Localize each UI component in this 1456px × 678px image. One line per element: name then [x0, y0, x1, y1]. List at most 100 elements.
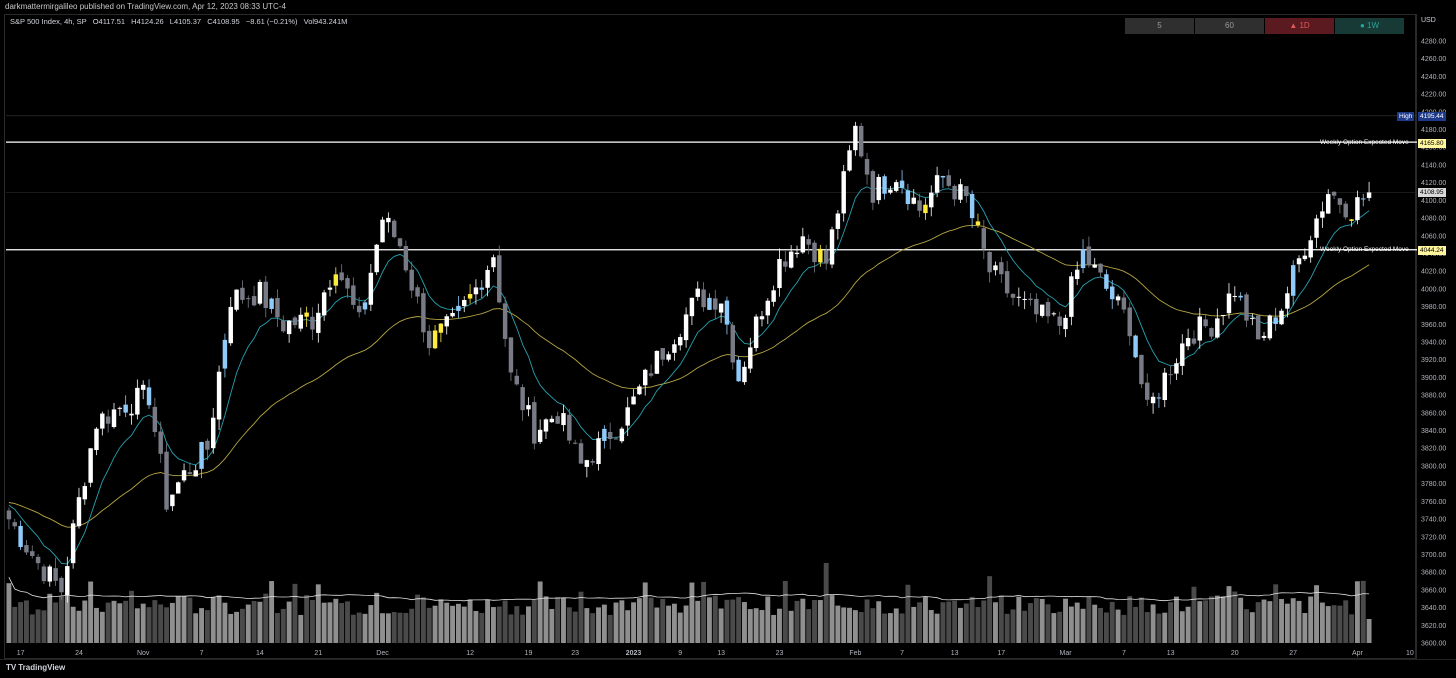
- candle-body: [415, 287, 420, 297]
- candle-body: [345, 278, 350, 289]
- volume-bar: [1144, 612, 1150, 643]
- legend-symbol: S&P 500 Index, 4h, SP: [10, 17, 87, 26]
- volume-bar: [123, 600, 129, 643]
- volume-bar: [1238, 597, 1244, 643]
- candle-body: [1115, 296, 1121, 301]
- volume-bar: [368, 605, 374, 643]
- candle-body: [1238, 295, 1243, 298]
- volume-bar: [531, 599, 537, 643]
- price-axis[interactable]: [1416, 14, 1456, 659]
- candle-body: [864, 159, 870, 175]
- volume-bar: [18, 602, 24, 643]
- volume-bar: [1261, 599, 1267, 643]
- volume-bar: [981, 600, 987, 643]
- volume-bar: [969, 596, 975, 643]
- candle-body: [1051, 313, 1057, 315]
- volume-bar: [1255, 602, 1261, 643]
- volume-bar: [222, 602, 228, 643]
- candle-body: [590, 461, 595, 463]
- volume-bar: [181, 596, 187, 643]
- volume-bar: [1074, 602, 1080, 643]
- volume-bar: [671, 603, 677, 643]
- timeframe-button-2[interactable]: ▲ 1D: [1265, 18, 1334, 34]
- candle-body: [526, 405, 531, 410]
- x-tick-label: 19: [525, 650, 533, 657]
- candle-body: [1074, 269, 1080, 280]
- x-tick-label: Feb: [849, 650, 861, 657]
- volume-bar: [631, 602, 636, 643]
- candle-body: [835, 213, 841, 229]
- candle-body: [1104, 274, 1109, 289]
- candle-body: [678, 337, 683, 346]
- y-tick-label: 3620.00: [1421, 623, 1446, 630]
- candle-body: [1203, 319, 1208, 327]
- y-tick-label: 4080.00: [1421, 216, 1446, 223]
- candle-body: [1121, 297, 1127, 310]
- candle-body: [818, 248, 823, 263]
- candle-body: [1226, 293, 1232, 314]
- candle-body: [82, 486, 88, 500]
- timeframe-button-1[interactable]: 60: [1195, 18, 1264, 34]
- candle-body: [205, 440, 210, 450]
- timeframe-button-0[interactable]: 5: [1125, 18, 1194, 34]
- volume-bar: [53, 602, 59, 643]
- candle-body: [584, 460, 590, 467]
- volume-bar: [1249, 612, 1255, 643]
- volume-bar: [70, 606, 76, 643]
- volume-bar: [158, 604, 164, 643]
- candle-body: [234, 289, 239, 310]
- x-tick-label: 7: [900, 650, 904, 657]
- candle-body: [637, 386, 642, 395]
- candle-body: [462, 300, 467, 307]
- y-tick-label: 4220.00: [1421, 92, 1446, 99]
- volume-bar: [940, 602, 946, 643]
- chart-pane[interactable]: [4, 14, 1416, 659]
- candle-body: [981, 228, 987, 249]
- candle-body: [316, 312, 321, 333]
- candle-body: [421, 293, 426, 333]
- candle-body: [829, 229, 835, 265]
- volume-bar: [362, 613, 368, 643]
- volume-bar: [724, 599, 730, 643]
- volume-bar: [204, 610, 210, 643]
- y-tick-label: 4020.00: [1421, 269, 1446, 276]
- candle-body: [228, 306, 233, 344]
- volume-bar: [514, 606, 520, 643]
- volume-bar: [928, 610, 934, 643]
- volume-bar: [706, 597, 712, 643]
- volume-bar: [1092, 604, 1098, 643]
- volume-bar: [747, 609, 753, 643]
- volume-bar: [788, 610, 794, 643]
- timeframe-button-3[interactable]: ● 1W: [1335, 18, 1404, 34]
- volume-bar: [1203, 600, 1209, 643]
- candle-body: [123, 404, 128, 413]
- volume-bar: [321, 602, 327, 643]
- volume-bar: [339, 603, 345, 643]
- lower-expected-move-label: Weekly Option Expected Move: [1320, 246, 1409, 253]
- volume-bar: [263, 593, 269, 643]
- volume-bar: [111, 600, 117, 643]
- volume-bar: [613, 602, 619, 643]
- candle-body: [485, 269, 490, 288]
- volume-bar: [526, 606, 531, 643]
- volume-bar: [1162, 612, 1168, 643]
- candle-body: [1016, 296, 1022, 298]
- volume-bar: [356, 612, 362, 643]
- candle-body: [806, 239, 811, 245]
- legend-open: O4117.51: [92, 17, 126, 26]
- volume-bar: [590, 613, 596, 643]
- volume-bar: [736, 597, 742, 643]
- x-tick-label: 17: [17, 650, 25, 657]
- volume-bar: [269, 581, 275, 643]
- candle-body: [1261, 335, 1267, 338]
- candle-body: [1355, 197, 1360, 221]
- volume-bar: [117, 603, 123, 643]
- candle-body: [427, 330, 432, 349]
- volume-bar: [187, 597, 193, 643]
- candle-body: [520, 387, 525, 411]
- candle-body: [1215, 318, 1220, 338]
- candle-body: [491, 257, 496, 268]
- volume-bar: [1267, 601, 1273, 643]
- volume-bar: [490, 607, 496, 643]
